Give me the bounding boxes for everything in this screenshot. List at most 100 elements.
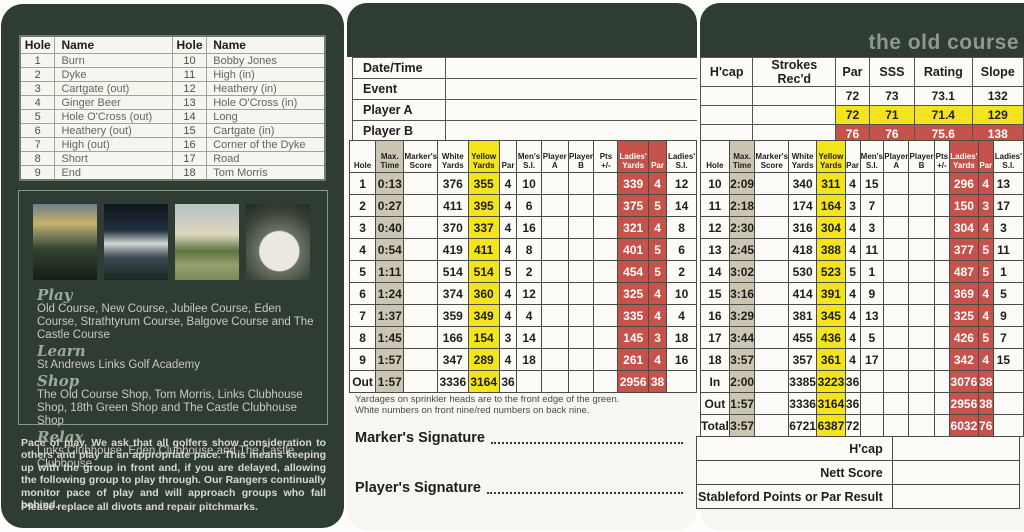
col-header: Yellow Yards [816,140,846,173]
col-header: Player A [883,140,910,173]
player-b-field [445,120,697,142]
cell: 6 [348,282,377,305]
table-row: Player A [352,99,697,121]
cell: Tom Morris [206,165,326,181]
hcap-field [699,86,754,106]
cell: Heathery (in) [206,81,326,96]
cell: 4 [516,304,542,327]
cell: 1:37 [375,304,405,327]
cell [593,348,619,371]
cell: 3 [19,81,56,96]
cell [567,282,595,305]
cell: 3385 [788,370,818,393]
cell [593,172,619,195]
green-header-band: the old course [700,3,1024,57]
table-row: 1 Burn 10 Bobby Jones [19,53,326,68]
col-header: Ladies' Yards [617,140,649,173]
col-header: Ladies' S.I. [666,140,697,173]
cell: 4 [666,304,697,327]
cell [933,370,951,393]
cell: 145 [617,326,649,349]
cell: 4 [977,348,994,371]
cell: 316 [788,216,818,239]
cell [540,348,569,371]
cell [593,282,619,305]
table-row: 12 2:30 316 304 4 3 304 4 3 [700,216,1024,239]
col-header: Ladies' S.I. [992,140,1024,173]
cell: High (out) [54,137,173,152]
cell: 1 [19,53,56,68]
table-row: 10 2:09 340 311 4 15 296 4 13 [700,172,1024,195]
cell [883,260,910,283]
cell [754,326,790,349]
cell: 9 [19,165,56,181]
cell: 3 [647,326,668,349]
cell [933,392,951,415]
cell: 4 [498,194,518,217]
cell: 1 [992,260,1024,283]
cell: 5 [647,194,668,217]
ratings-table: H'cap Strokes Rec'd Par SSS Rating Slope… [699,57,1024,144]
cell: 38 [977,392,994,415]
cell: 13 [171,95,208,110]
table-row: 6 1:24 374 360 4 12 325 4 10 [348,282,697,305]
cell: 5 [977,326,994,349]
cell: 5 [977,238,994,261]
section-text-play: Old Course, New Course, Jubilee Course, … [37,303,314,341]
cell [540,194,569,217]
cell [883,370,910,393]
dining-photo [246,204,310,280]
cell: 4 [844,326,861,349]
cell: 4 [844,348,861,371]
cell: Cartgate (in) [206,123,326,138]
table-row: 7 High (out) 16 Corner of the Dyke [19,137,326,152]
cell: 376 [437,172,469,195]
cell: 10 [700,172,730,195]
cell: 17 [700,326,730,349]
cell: 3336 [437,370,469,393]
cell [933,238,951,261]
table-row: Player B [352,120,697,142]
col-header: Hole [19,35,56,54]
cell: 72 [844,414,861,437]
cell: 370 [437,216,469,239]
cell [883,282,910,305]
cell: 2 [19,67,56,82]
cell [540,370,569,393]
cell [883,304,910,327]
cell: 7 [19,137,56,152]
cell: 0:54 [375,238,405,261]
cell [883,194,910,217]
cell: 18 [700,348,730,371]
cell [567,348,595,371]
table-row: 3 0:40 370 337 4 16 321 4 8 [348,216,697,239]
results-table: H'cap Nett Score Stableford Points or Pa… [696,436,1021,509]
cell: 401 [617,238,649,261]
cell [933,282,951,305]
col-header: Hole [348,140,377,173]
col-header: Max. Time [375,140,405,173]
cell: Hole O'Cross (in) [206,95,326,110]
event-field [445,78,697,100]
back-cover-panel: Hole Name Hole Name 1 Burn 10 Bobby Jones 2 Dyke 1… [1,4,344,528]
cell [859,370,885,393]
col-header: Name [206,35,326,54]
cell: 12 [516,282,542,305]
player-signature-row: Player's Signature [355,480,685,496]
cell: 15 [992,348,1024,371]
cell: 150 [949,194,979,217]
cell: 3076 [949,370,979,393]
cell: 360 [467,282,500,305]
cell: 36 [498,370,518,393]
sss-value: 76 [868,124,916,144]
cell: Out [348,370,377,393]
cell [754,392,790,415]
cell: Bobby Jones [206,53,326,68]
cell: 15 [859,172,885,195]
cell: 2956 [617,370,649,393]
note-line: White numbers on front nine/red numbers … [355,405,590,416]
cell: 395 [467,194,500,217]
cell: 0:13 [375,172,405,195]
cell: 15 [171,123,208,138]
col-header: Par [844,140,861,173]
